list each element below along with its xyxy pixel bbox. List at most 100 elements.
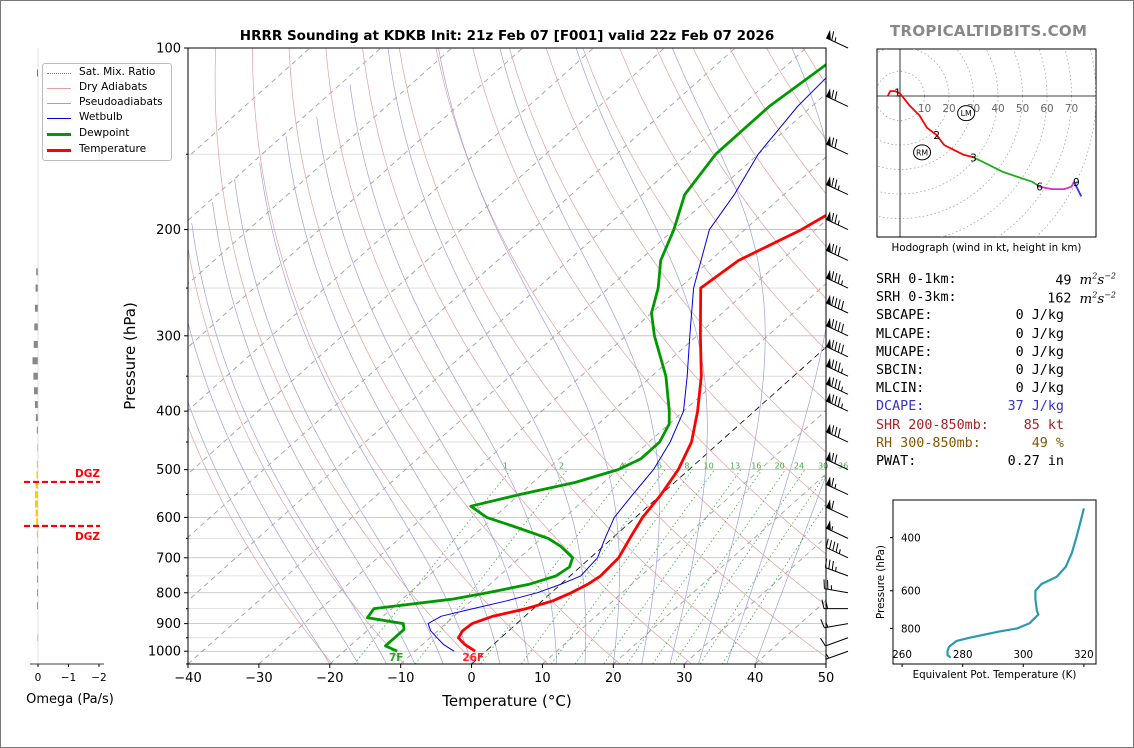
- wind-barb: [825, 423, 849, 443]
- hodograph-segment: [973, 156, 1041, 188]
- dry-adiabat-line: [252, 48, 549, 664]
- hodograph-segment: [886, 90, 974, 159]
- index-label: SRH 0-1km:: [876, 272, 957, 287]
- pseudoadiabat-line: [285, 136, 501, 664]
- mixing-ratio-label: 30: [818, 462, 828, 471]
- legend-item: Dewpoint: [43, 127, 171, 142]
- wind-barb: [825, 392, 849, 412]
- wind-barb: [820, 637, 849, 647]
- theta-e-y-label: Pressure (hPa): [875, 545, 887, 619]
- legend-item: Dry Adiabats: [43, 81, 171, 96]
- sounding-traces: [366, 62, 826, 653]
- mixing-ratio-line: [603, 469, 742, 664]
- mixing-ratio-line: [480, 469, 629, 664]
- index-label: SRH 0-3km:: [876, 290, 957, 306]
- theta-e-x-tick-label: 320: [1074, 649, 1094, 661]
- barb-full: [834, 91, 838, 101]
- pseudoadiabat-line: [212, 201, 416, 664]
- dgz-label: DGZ: [75, 468, 100, 480]
- barb-half: [835, 566, 837, 572]
- barb-half: [834, 37, 837, 43]
- wetbulb-trace: [427, 77, 826, 652]
- wind-barb: [825, 176, 849, 196]
- omega-bar: [34, 323, 38, 331]
- barb-full: [834, 320, 838, 330]
- index-label: SBCAPE:: [876, 308, 933, 324]
- index-value: 0 J/kg: [1015, 326, 1064, 342]
- pseudoadiabat-line: [259, 162, 472, 664]
- isotherm-line: [188, 48, 594, 412]
- omega-axis-label: Omega (Pa/s): [26, 692, 114, 707]
- x-tick-label: 10: [534, 671, 551, 686]
- mixing-ratio-label: 16: [751, 462, 761, 471]
- sounding-indices: SRH 0-1km: 49 m2s−2 SRH 0-3km: 162 m2s−2 SBC…: [876, 272, 1126, 472]
- surface-temperature-label: 26F: [462, 652, 484, 664]
- barb-full: [841, 344, 844, 354]
- theta-e-y-tick-label: 400: [901, 533, 921, 545]
- omega-bar: [37, 444, 38, 452]
- isotherm-line: [683, 536, 826, 664]
- barb-full: [831, 243, 835, 253]
- isotherm-line: [188, 48, 665, 475]
- hodograph-height-label: 9: [1073, 177, 1080, 189]
- barb-flag: [826, 211, 831, 222]
- mixing-ratio-labels: 1 2 4 6 8 10 13 16 20 24 30 36: [503, 462, 848, 471]
- omega-bar: [33, 372, 38, 380]
- index-value: 0 J/kg: [1015, 381, 1064, 397]
- wind-barb: [825, 242, 849, 261]
- mixing-ratio-label: 8: [684, 462, 689, 471]
- barb-full: [831, 452, 835, 463]
- mixing-ratio-line: [626, 469, 763, 664]
- omega-bar: [34, 500, 38, 508]
- index-row: MLCAPE: 0 J/kg: [876, 327, 1126, 345]
- x-tick-label: 50: [818, 671, 835, 686]
- barb-full: [831, 425, 835, 435]
- omega-bar: [37, 69, 38, 77]
- pseudoadiabat-line: [754, 474, 826, 664]
- barb-full: [834, 272, 838, 283]
- wind-barb: [825, 294, 849, 314]
- wind-barb: [825, 338, 849, 358]
- barb-full: [831, 500, 835, 510]
- mixing-ratio-line: [353, 469, 512, 664]
- mixing-ratio-label: 20: [775, 462, 785, 471]
- zero-isotherm-line: [471, 346, 826, 664]
- barb-half: [825, 654, 830, 659]
- chart-title: HRRR Sounding at KDKB Init: 21z Feb 07 […: [240, 28, 774, 44]
- dry-adiabat-line: [188, 246, 405, 664]
- barb-staff: [825, 400, 849, 412]
- barb-full: [834, 245, 838, 255]
- index-label: DCAPE:: [876, 399, 925, 415]
- x-tick-label: −20: [316, 671, 343, 686]
- barb-staff: [825, 143, 849, 155]
- theta-e-panel: 260 280 300 320 400 600 800 Equivalent Pot. Tem…: [875, 499, 1097, 681]
- x-tick-label: −30: [245, 671, 272, 686]
- storm-motion-label: LM: [961, 109, 972, 118]
- omega-bar: [36, 426, 38, 434]
- wind-barb: [820, 619, 849, 629]
- index-value: 0 J/kg: [1015, 308, 1064, 324]
- isotherm-line: [258, 156, 826, 664]
- theta-e-x-tick-label: 280: [953, 649, 973, 661]
- dry-adiabat-line: [619, 48, 826, 351]
- barb-flag: [826, 499, 831, 510]
- y-tick-label: 700: [156, 551, 181, 566]
- barb-full: [824, 558, 828, 568]
- barb-staff: [824, 588, 849, 594]
- index-row: SRH 0-1km: 49 m2s−2: [876, 272, 1126, 290]
- hodograph-ring-label: 10: [918, 103, 931, 115]
- index-value: 0 J/kg: [1015, 344, 1064, 360]
- pseudoadiabat-line: [726, 48, 826, 664]
- barb-half: [841, 403, 843, 409]
- dry-adiabat-line: [288, 48, 621, 664]
- hodograph-segment: [1073, 181, 1083, 197]
- dry-adiabat-line: [325, 48, 692, 664]
- omega-tick-label: −1: [61, 672, 76, 684]
- index-row: SBCIN: 0 J/kg: [876, 363, 1126, 381]
- theta-e-y-tick-label: 800: [901, 623, 921, 635]
- barb-flag: [826, 338, 831, 349]
- omega-bar: [36, 530, 38, 538]
- barb-staff: [825, 249, 849, 261]
- barb-staff: [825, 431, 849, 443]
- barb-flag: [826, 269, 831, 280]
